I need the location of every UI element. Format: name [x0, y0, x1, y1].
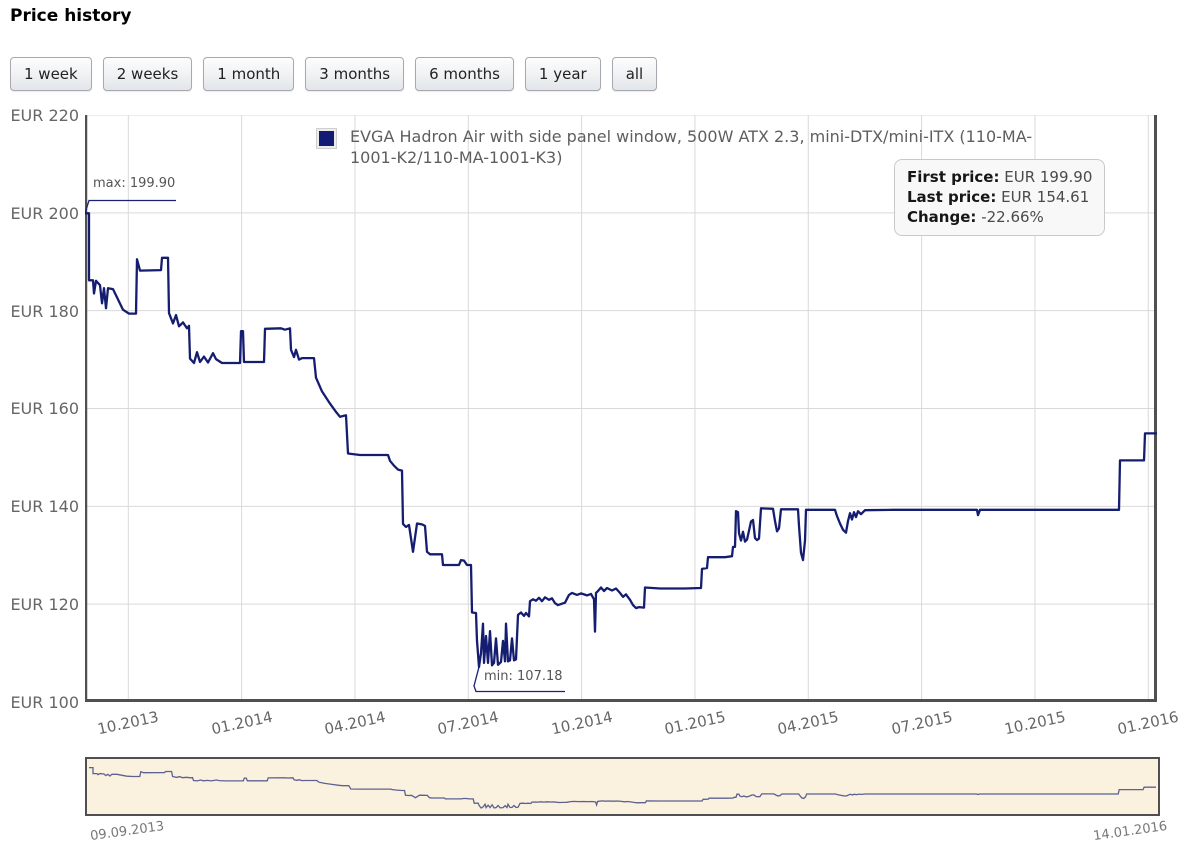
x-axis-tick-label: 01.2015: [662, 707, 728, 739]
x-axis-tick-label: 10.2015: [1002, 707, 1068, 739]
range-button-1-week[interactable]: 1 week: [10, 57, 92, 91]
y-axis-tick-label: EUR 200: [10, 203, 79, 223]
legend-series-swatch-icon: [316, 128, 337, 149]
x-axis-tick-label: 04.2015: [776, 707, 841, 739]
range-button-3-months[interactable]: 3 months: [305, 57, 405, 91]
range-toolbar: 1 week 2 weeks 1 month 3 months 6 months 1 ye…: [10, 57, 668, 91]
x-axis-tick-label: 07.2014: [436, 707, 501, 739]
x-axis-tick-label: 10.2013: [96, 707, 161, 739]
range-button-all[interactable]: all: [611, 57, 658, 91]
navigator-series-line: [89, 766, 1156, 809]
x-axis-tick-label: 10.2014: [549, 707, 614, 739]
min-annotation: min: 107.18: [484, 669, 563, 684]
x-axis-tick-label: 07.2015: [889, 707, 954, 739]
y-axis-tick-label: EUR 160: [10, 399, 79, 419]
navigator-start-date: 09.09.2013: [89, 818, 166, 845]
y-axis-tick-label: EUR 120: [10, 595, 79, 615]
x-axis-tick-label: 04.2014: [322, 707, 388, 739]
summary-row: Last price: EUR 154.61: [907, 188, 1090, 206]
navigator-end-date: 14.01.2016: [1092, 818, 1169, 845]
timeline-navigator[interactable]: [85, 757, 1160, 816]
legend-series-label: EVGA Hadron Air with side panel window, …: [350, 127, 1033, 167]
x-axis-tick-label: 01.2014: [209, 707, 274, 739]
range-button-1-month[interactable]: 1 month: [203, 57, 295, 91]
navigator-plot[interactable]: [89, 761, 1156, 812]
y-axis-tick-label: EUR 140: [10, 497, 79, 517]
page-title: Price history: [10, 6, 132, 26]
price-series-line: [85, 212, 1157, 669]
y-axis-tick-label: EUR 180: [10, 301, 79, 321]
summary-row: First price: EUR 199.90: [907, 168, 1093, 186]
summary-row: Change: -22.66%: [907, 208, 1044, 226]
max-annotation: max: 199.90: [93, 176, 176, 191]
range-button-2-weeks[interactable]: 2 weeks: [102, 57, 193, 91]
range-button-6-months[interactable]: 6 months: [415, 57, 514, 91]
x-axis-tick-label: 01.2016: [1116, 707, 1181, 739]
y-axis-tick-label: EUR 220: [10, 106, 79, 125]
price-summary-box: First price: EUR 199.90 Last price: EUR 1…: [894, 159, 1106, 236]
y-axis-tick-label: EUR 100: [10, 692, 79, 712]
range-button-1-year[interactable]: 1 year: [524, 57, 601, 91]
